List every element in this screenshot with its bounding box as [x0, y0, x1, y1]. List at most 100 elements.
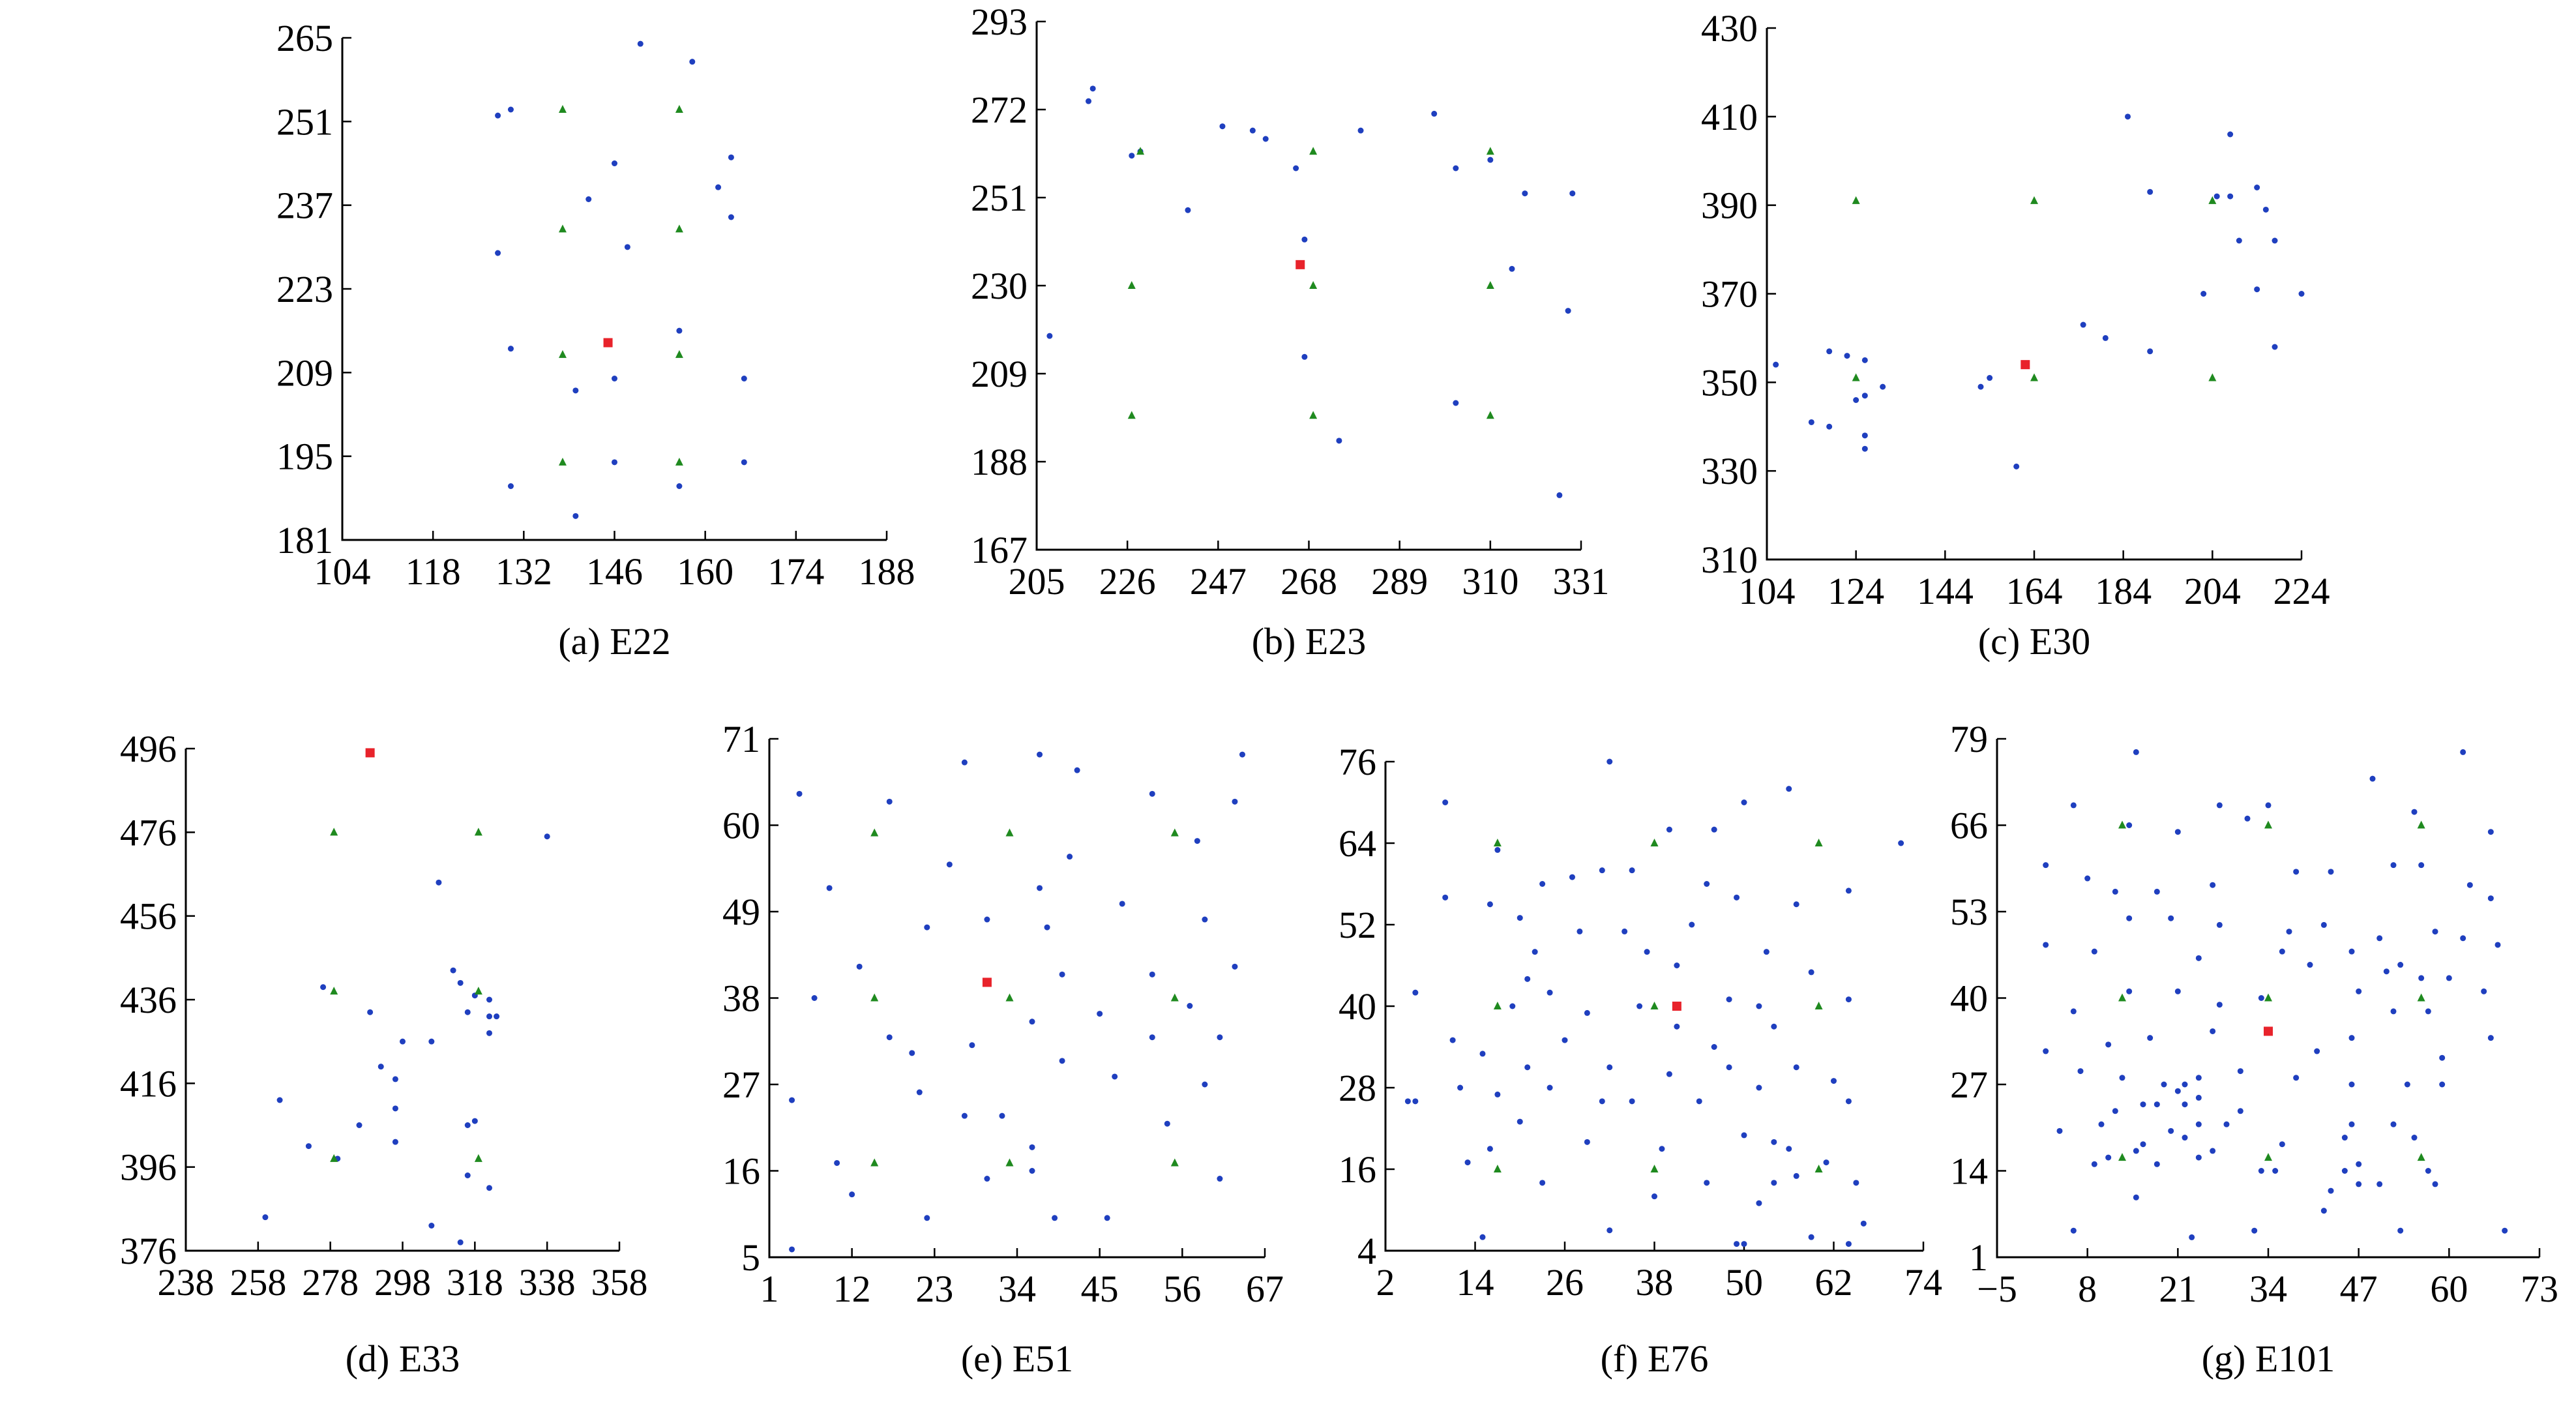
- customer-point: [2487, 1035, 2494, 1041]
- customer-point: [1606, 758, 1613, 765]
- customer-point: [1149, 971, 1155, 977]
- x-tick-label: 67: [1246, 1268, 1284, 1310]
- candidate-point: [1650, 1165, 1659, 1172]
- x-tick-label: 226: [1099, 560, 1156, 603]
- candidate-point: [2118, 820, 2126, 829]
- customer-point: [572, 387, 579, 394]
- customer-point: [2195, 1121, 2202, 1127]
- customer-point: [1599, 1098, 1605, 1105]
- customer-point: [1044, 924, 1050, 931]
- y-tick-label: 272: [971, 89, 1028, 131]
- x-tick-label: 132: [496, 550, 552, 593]
- customer-point: [494, 1013, 500, 1020]
- customer-point: [1453, 165, 1459, 172]
- customer-point: [1232, 798, 1238, 805]
- candidate-point: [1493, 1165, 1502, 1172]
- customer-point: [1853, 397, 1859, 403]
- customer-point: [2070, 1227, 2077, 1234]
- x-tick-label: 144: [1917, 570, 1974, 612]
- y-tick-label: 230: [971, 265, 1028, 307]
- customer-point: [1539, 881, 1546, 887]
- customer-point: [495, 112, 501, 119]
- customer-point: [1659, 1146, 1665, 1152]
- customer-point: [2140, 1141, 2146, 1148]
- customer-point: [984, 916, 990, 923]
- customer-point: [2236, 237, 2242, 244]
- y-tick-label: 28: [1339, 1067, 1376, 1109]
- candidate-point: [1852, 196, 1860, 204]
- customer-point: [2404, 1081, 2410, 1088]
- customer-point: [2195, 1075, 2202, 1081]
- customer-point: [2119, 1075, 2125, 1081]
- candidate-point: [1127, 281, 1136, 289]
- customer-point: [2348, 1121, 2355, 1127]
- y-tick-label: 66: [1950, 805, 1988, 847]
- customer-point: [2174, 829, 2181, 835]
- customer-point: [1861, 432, 1868, 439]
- y-tick-label: 376: [120, 1230, 177, 1272]
- customer-point: [1756, 1200, 1762, 1206]
- customer-point: [924, 924, 930, 931]
- customer-point: [2265, 802, 2272, 809]
- candidate-point: [2030, 373, 2038, 381]
- panel-caption: (d) E33: [346, 1337, 460, 1380]
- customer-point: [320, 984, 327, 991]
- x-tick-label: 47: [2340, 1268, 2378, 1310]
- candidate-point: [1005, 828, 1014, 837]
- customer-point: [1689, 921, 1695, 928]
- customer-point: [1293, 165, 1299, 172]
- customer-point: [1059, 971, 1065, 977]
- customer-point: [1666, 1071, 1672, 1077]
- customer-point: [2223, 1121, 2230, 1127]
- customer-point: [2411, 1135, 2418, 1141]
- customer-point: [612, 160, 617, 166]
- customer-point: [1644, 949, 1650, 955]
- customer-point: [2195, 955, 2202, 961]
- customer-point: [2418, 862, 2425, 869]
- customer-point: [2210, 1148, 2216, 1154]
- customer-point: [2341, 1135, 2348, 1141]
- candidate-point: [558, 457, 567, 466]
- customer-point: [715, 184, 722, 190]
- customer-point: [1674, 962, 1680, 968]
- y-tick-label: 396: [120, 1146, 177, 1189]
- customer-point: [1763, 949, 1769, 955]
- customer-point: [1487, 157, 1494, 163]
- customer-point: [789, 1246, 795, 1253]
- x-tick-label: 38: [1636, 1261, 1674, 1304]
- customer-point: [2439, 1081, 2446, 1088]
- customer-point: [1674, 1023, 1680, 1030]
- candidate-point: [870, 828, 879, 837]
- panel-caption: (f) E76: [1601, 1337, 1709, 1380]
- customer-point: [999, 1112, 1005, 1119]
- customer-point: [984, 1176, 990, 1182]
- customer-point: [1037, 751, 1043, 758]
- customer-point: [1412, 989, 1419, 996]
- customer-point: [2244, 815, 2251, 822]
- customer-point: [1861, 357, 1868, 363]
- y-tick-label: 40: [1339, 985, 1376, 1028]
- x-tick-label: 45: [1081, 1268, 1119, 1310]
- customer-point: [572, 513, 579, 519]
- customer-point: [2091, 948, 2097, 955]
- customer-point: [2383, 968, 2390, 975]
- customer-point: [2154, 1101, 2160, 1108]
- customer-point: [811, 995, 818, 1001]
- customer-point: [2258, 1168, 2264, 1174]
- customer-point: [2425, 1168, 2431, 1174]
- y-tick-label: 251: [971, 177, 1028, 219]
- customer-point: [1119, 901, 1125, 907]
- customer-point: [728, 214, 734, 220]
- customer-point: [2126, 915, 2133, 921]
- customer-point: [1524, 976, 1531, 982]
- customer-point: [2487, 895, 2494, 902]
- y-tick-label: 71: [722, 718, 760, 760]
- customer-point: [2168, 1127, 2174, 1134]
- customer-point: [305, 1143, 312, 1150]
- candidate-point: [1650, 1002, 1659, 1009]
- customer-point: [2227, 193, 2234, 200]
- customer-point: [1479, 1051, 1486, 1057]
- customer-point: [471, 1118, 478, 1124]
- x-tick-label: 184: [2095, 570, 2152, 612]
- x-tick-label: 188: [859, 550, 915, 593]
